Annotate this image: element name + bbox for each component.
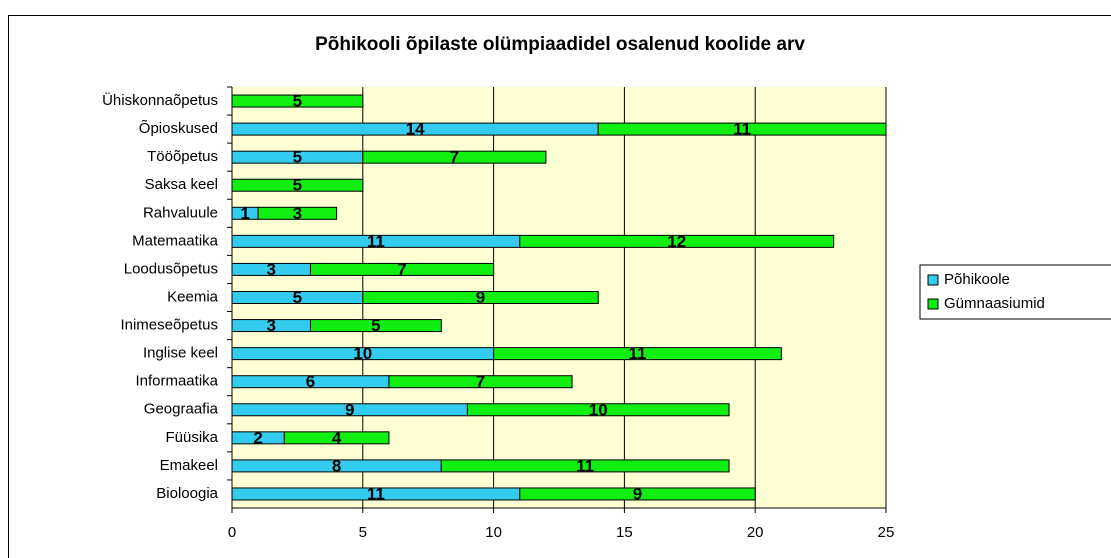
x-tick-label: 20 <box>747 524 764 541</box>
chart-title: Põhikooli õpilaste olümpiaadidel osalenu… <box>315 34 805 55</box>
data-label: 7 <box>450 148 459 167</box>
data-label: 3 <box>267 316 276 335</box>
data-label: 7 <box>476 372 485 391</box>
data-label: 10 <box>589 400 608 419</box>
data-label: 7 <box>397 260 406 279</box>
y-tick-label: Tööõpetus <box>147 148 218 165</box>
bar-segment <box>388 375 573 389</box>
y-tick-label: Keemia <box>167 288 219 305</box>
bar-segment <box>519 234 835 248</box>
y-tick-label: Loodusõpetus <box>124 260 218 277</box>
y-tick-label: Matemaatika <box>132 232 219 249</box>
bar-segment <box>283 431 390 445</box>
legend-label: Gümnaasiumid <box>944 295 1045 312</box>
legend-swatch <box>927 274 939 286</box>
bar-segment <box>309 262 495 276</box>
data-label: 9 <box>633 484 642 503</box>
legend-box <box>919 264 1111 320</box>
bar-segment <box>231 94 364 108</box>
bar-segment <box>362 291 599 304</box>
y-tick-label: Füüsika <box>165 429 218 446</box>
y-tick-label: Informaatika <box>135 373 218 390</box>
bar-segment <box>597 122 887 136</box>
legend-swatch <box>927 298 939 310</box>
y-tick-label: Rahvaluule <box>143 204 218 221</box>
data-label: 14 <box>406 120 425 139</box>
bar-segment <box>519 487 756 501</box>
data-label: 3 <box>293 204 302 223</box>
x-tick-label: 10 <box>485 524 502 541</box>
data-label: 9 <box>476 288 485 307</box>
y-tick-label: Saksa keel <box>145 176 218 193</box>
data-label: 11 <box>628 344 646 363</box>
x-tick-label: 15 <box>616 524 633 541</box>
data-label: 5 <box>293 288 302 307</box>
data-label: 2 <box>253 428 262 447</box>
bar-segment <box>257 206 338 220</box>
x-tick-label: 25 <box>878 524 895 541</box>
data-label: 3 <box>267 260 276 279</box>
bar-segment <box>493 347 782 361</box>
data-label: 5 <box>293 92 302 111</box>
data-label: 4 <box>332 428 342 447</box>
data-label: 8 <box>332 456 341 475</box>
bar-segment <box>362 150 547 164</box>
y-tick-label: Inimeseõpetus <box>120 317 218 334</box>
x-tick-label: 0 <box>228 524 236 541</box>
data-label: 5 <box>293 148 302 167</box>
data-label: 5 <box>293 176 302 195</box>
bar-segment <box>440 459 730 473</box>
data-label: 1 <box>240 204 249 223</box>
bar-segment <box>466 403 730 417</box>
y-tick-label: Bioloogia <box>156 485 218 502</box>
data-label: 6 <box>306 372 315 391</box>
data-label: 11 <box>367 232 385 251</box>
bar-segment <box>231 178 364 192</box>
bar-segment <box>309 319 442 333</box>
y-tick-label: Inglise keel <box>143 345 218 362</box>
y-tick-label: Emakeel <box>160 457 218 474</box>
data-label: 11 <box>576 456 594 475</box>
data-label: 10 <box>353 344 372 363</box>
y-tick-label: Geograafia <box>144 401 219 418</box>
data-label: 11 <box>733 120 751 139</box>
data-label: 12 <box>667 232 686 251</box>
y-tick-label: Ühiskonnaõpetus <box>102 91 218 109</box>
legend-label: Põhikoole <box>944 271 1010 288</box>
x-tick-label: 5 <box>359 524 367 541</box>
data-label: 9 <box>345 400 354 419</box>
data-label: 5 <box>371 316 380 335</box>
data-label: 11 <box>367 484 385 503</box>
y-tick-label: Õpioskused <box>139 120 218 137</box>
